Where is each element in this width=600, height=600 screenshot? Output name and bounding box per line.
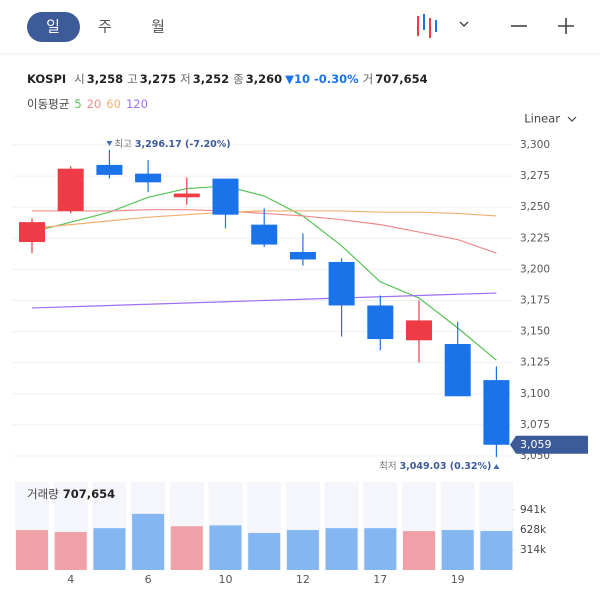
candle-body [96, 164, 123, 175]
candle-body [483, 380, 510, 445]
text-part: 저 [180, 72, 191, 86]
ma-line [31, 185, 497, 361]
quote-info: KOSPI 시 3,258 고 3,275 저 3,252 종 3,260 ▼10 -0.30% 거… [27, 72, 428, 86]
text-part: 5 [74, 97, 81, 111]
legend: 이동평균 5 20 60 120 [27, 97, 148, 111]
text-part: 60 [106, 97, 121, 111]
text-part: 최저 [379, 461, 396, 472]
y-tick-label: 3,275 [520, 170, 550, 182]
candle-body [135, 173, 162, 183]
text-part: 종 [233, 72, 244, 86]
candle-body [173, 193, 200, 198]
candle-body [57, 168, 84, 211]
x-tick-label: 17 [373, 573, 387, 586]
marker-arrow [493, 464, 500, 469]
text-part: KOSPI [27, 72, 66, 86]
volume-bar [209, 525, 242, 570]
candle-body [406, 320, 432, 341]
volume-bar [54, 531, 87, 570]
volume-bar [132, 513, 165, 570]
text-part: 최고 [114, 139, 132, 150]
x-tick-label: 6 [145, 573, 152, 586]
tab[interactable]: 일 [46, 18, 60, 36]
text-part: 3,275 [140, 72, 176, 86]
candle-body [251, 224, 278, 245]
volume-bar [170, 526, 203, 570]
candle-body [328, 261, 355, 306]
scale-chevron[interactable] [567, 116, 577, 122]
last-price-tag [510, 435, 588, 454]
y-tick-label: 3,250 [520, 201, 550, 213]
text-part: 거 [363, 72, 374, 86]
y-tick-label: 3,300 [520, 139, 550, 151]
text-part: 707,654 [375, 72, 427, 86]
text-part: 고 [127, 72, 138, 86]
text-part: 거래량 [27, 487, 59, 501]
annotation: 최고 3,296.17 (-7.20%) [114, 139, 230, 150]
text-part: 120 [126, 97, 148, 111]
text-part: ▼10 -0.30% [285, 72, 359, 86]
text-part: 707,654 [63, 487, 115, 501]
y-tick-label: 3,225 [520, 232, 550, 244]
y-tick-label: 3,075 [520, 419, 550, 431]
volume-bar [248, 532, 281, 570]
y-tick-label: 3,200 [520, 263, 550, 275]
volume-bar [93, 528, 126, 570]
annotation: 최저 3,049.03 (0.32%) [379, 461, 491, 472]
volume-bar [286, 530, 319, 570]
volume-title: 거래량 707,654 [27, 487, 115, 501]
text-part: 3,252 [193, 72, 229, 86]
tab[interactable]: 주 [98, 18, 112, 36]
last-price-label: 3,059 [520, 438, 552, 451]
y-tick-label: 3,150 [520, 326, 550, 338]
x-tick-label: 4 [67, 573, 74, 586]
volume-bar [16, 530, 48, 570]
zoom-in[interactable] [558, 18, 574, 34]
y-tick-label: 3,125 [520, 357, 550, 369]
tab-selected[interactable] [27, 12, 80, 42]
text-part: 3,049.03 (0.32%) [400, 461, 492, 472]
volume-bar [480, 531, 513, 570]
candle-body [367, 305, 394, 340]
scale-label[interactable]: Linear [524, 112, 560, 126]
chart-type-icon[interactable] [417, 14, 437, 38]
candle-body [289, 251, 316, 260]
candle-body [212, 178, 239, 215]
volume-bar [441, 530, 474, 570]
x-tick-label: 19 [451, 573, 465, 586]
y-tick-label: 3,175 [520, 295, 550, 307]
volume-bar [403, 531, 435, 570]
text-part: 20 [87, 97, 102, 111]
y-tick-label: 628k [520, 524, 547, 536]
dropdown-chevron[interactable] [459, 21, 469, 27]
tab[interactable]: 월 [151, 18, 165, 36]
y-tick-label: 941k [520, 504, 547, 516]
text-part: 3,258 [87, 72, 123, 86]
text-part: 3,260 [246, 72, 282, 86]
y-tick-label: 3,100 [520, 388, 550, 400]
marker-arrow [106, 141, 113, 146]
text-part: 이동평균 [27, 97, 69, 111]
ma-line [31, 292, 497, 309]
candle-body [19, 222, 45, 243]
volume-bar [325, 528, 358, 570]
x-tick-label: 10 [219, 573, 233, 586]
text-part: 시 [74, 72, 85, 86]
text-part: 3,296.17 (-7.20%) [135, 139, 231, 150]
y-tick-label: 314k [520, 544, 547, 556]
x-tick-label: 12 [296, 573, 310, 586]
candle-body [444, 344, 471, 397]
volume-bar [364, 528, 397, 570]
